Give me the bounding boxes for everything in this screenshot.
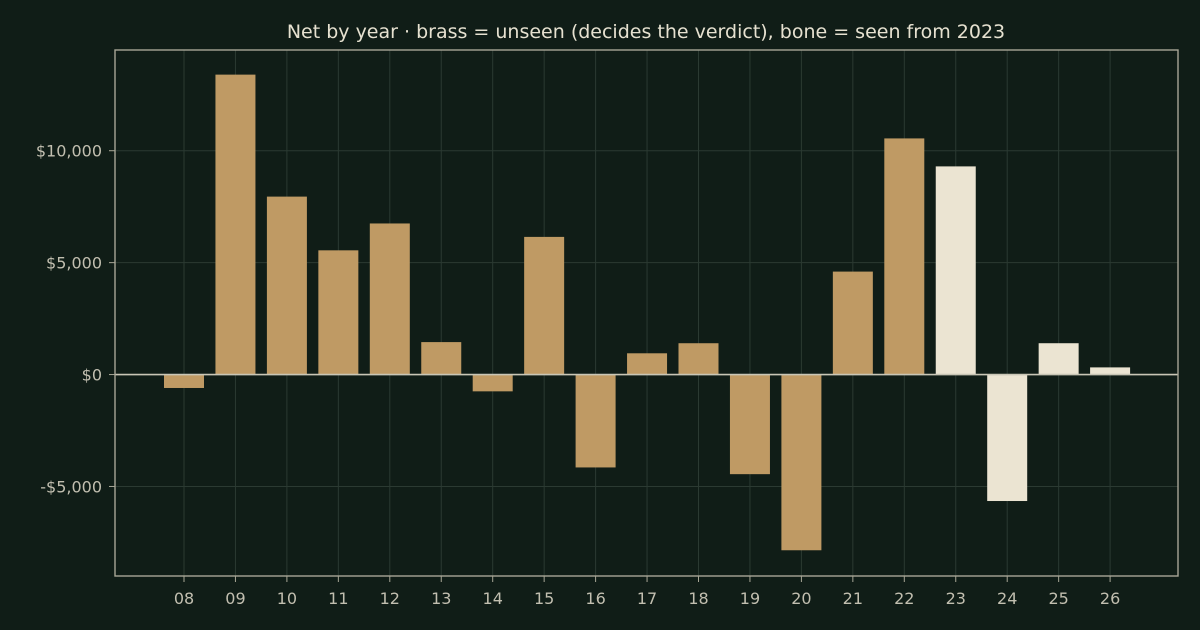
- x-tick-label: 20: [791, 589, 811, 608]
- bar-19: [729, 374, 770, 475]
- x-tick-label: 26: [1100, 589, 1120, 608]
- bar-09: [215, 74, 256, 375]
- bar-21: [832, 271, 873, 375]
- bar-24: [987, 374, 1028, 502]
- axes: -$5,000 $0 $5,000 $10,000 08 09 10 11 12 13 14 15 16…: [36, 142, 1178, 608]
- y-tick-label: $5,000: [46, 254, 102, 273]
- x-tick-label: 22: [894, 589, 914, 608]
- x-tick-label: 08: [174, 589, 194, 608]
- bar-13: [421, 342, 462, 375]
- y-tick-label: $0: [82, 366, 102, 385]
- x-tick-label: 24: [997, 589, 1017, 608]
- x-tick-label: 21: [843, 589, 863, 608]
- bar-16: [575, 374, 616, 468]
- plot-frame: [114, 49, 1179, 577]
- x-tick-label: 19: [740, 589, 760, 608]
- bar-23: [935, 166, 976, 375]
- x-tick-label: 15: [534, 589, 554, 608]
- bar-20: [781, 374, 822, 551]
- x-tick-label: 23: [946, 589, 966, 608]
- y-tick-label: $10,000: [36, 142, 102, 161]
- bar-17: [627, 353, 668, 375]
- x-tick-label: 14: [483, 589, 503, 608]
- x-tick-label: 10: [277, 589, 297, 608]
- bar-10: [266, 196, 307, 375]
- y-tick-label: -$5,000: [40, 477, 102, 496]
- bar-15: [524, 236, 565, 375]
- bar-11: [318, 250, 359, 375]
- x-tick-label: 16: [585, 589, 605, 608]
- bar-25: [1038, 343, 1079, 375]
- bar-26: [1090, 367, 1131, 375]
- x-tick-label: 09: [225, 589, 245, 608]
- x-tick-label: 12: [380, 589, 400, 608]
- x-tick-label: 11: [328, 589, 348, 608]
- bar-14: [472, 374, 513, 392]
- bar-18: [678, 343, 719, 375]
- x-tick-label: 13: [431, 589, 451, 608]
- chart-title: Net by year · brass = unseen (decides th…: [287, 21, 1005, 43]
- x-tick-label: 17: [637, 589, 657, 608]
- bar-08: [164, 374, 204, 388]
- bar-22: [884, 138, 925, 375]
- bar-12: [369, 223, 410, 375]
- bars: [164, 74, 1131, 551]
- x-tick-label: 25: [1048, 589, 1068, 608]
- x-tick-label: 18: [688, 589, 708, 608]
